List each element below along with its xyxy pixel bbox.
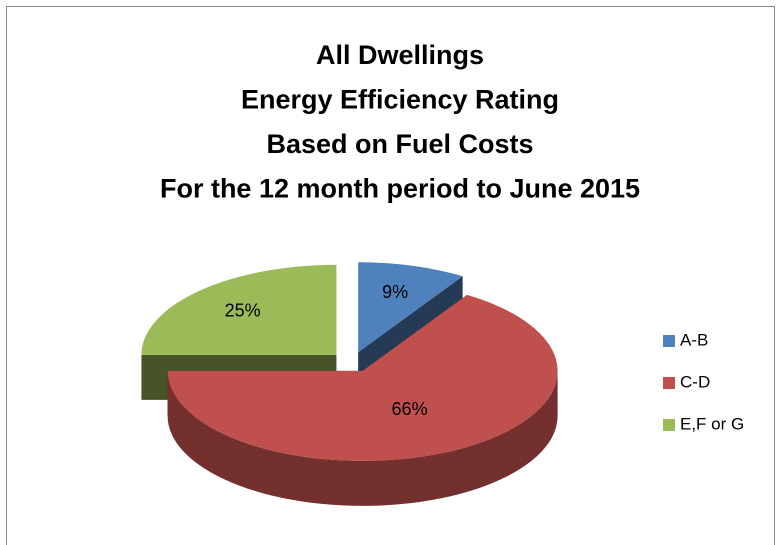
chart-title: All Dwellings — [316, 40, 484, 70]
chart-title: Energy Efficiency Rating — [241, 85, 559, 115]
data-label: 25% — [225, 300, 261, 320]
pie-slice — [167, 294, 558, 506]
slice-top — [141, 264, 337, 355]
legend-label: A-B — [680, 330, 708, 349]
chart-title: Based on Fuel Costs — [266, 129, 533, 159]
slice-top — [358, 262, 463, 353]
slice-side — [167, 370, 558, 506]
data-label: 66% — [392, 399, 428, 419]
legend-swatch — [663, 419, 675, 431]
data-label: 9% — [382, 282, 408, 302]
legend-swatch — [663, 335, 675, 347]
legend-swatch — [663, 377, 675, 389]
legend-label: E,F or G — [680, 414, 744, 433]
chart-title: For the 12 month period to June 2015 — [160, 174, 640, 204]
legend-label: C-D — [680, 372, 710, 391]
slice-top — [167, 294, 558, 461]
